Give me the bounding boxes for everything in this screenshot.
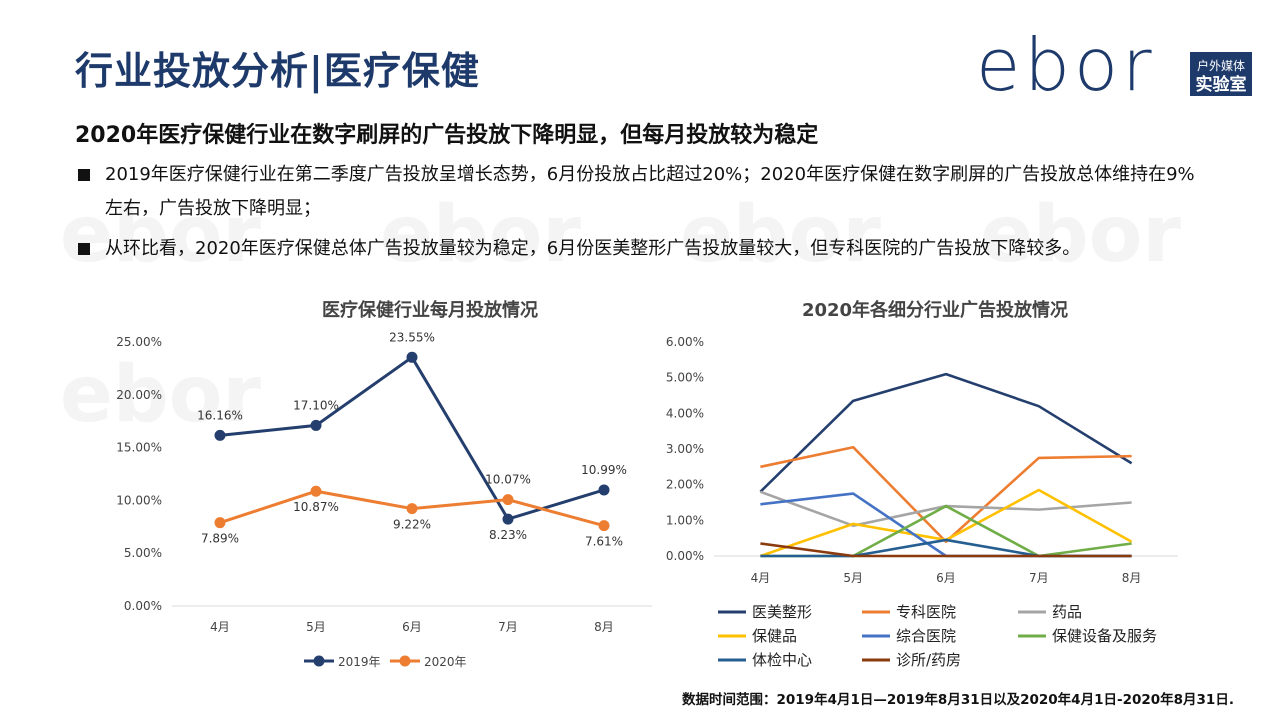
chart2-legend-label: 保健品 xyxy=(752,627,797,645)
chart2-series-line-专科医院 xyxy=(760,445,1132,544)
chart1-point-2019年 xyxy=(310,419,322,431)
chart1-data-label: 7.61% xyxy=(585,535,623,549)
bullet-list: 2019年医疗保健行业在第二季度广告投放呈增长态势，6月份投放占比超过20%；2… xyxy=(78,158,1208,272)
bullet-item-2: 从环比看，2020年医疗保健总体广告投放量较为稳定，6月份医美整形广告投放量较大… xyxy=(78,232,1208,266)
chart1-y-tick-label: 25.00% xyxy=(116,335,162,349)
watermark-ebor-3: ebor xyxy=(680,190,881,280)
bullet-text-2: 从环比看，2020年医疗保健总体广告投放量较为稳定，6月份医美整形广告投放量较大… xyxy=(105,238,1081,259)
chart2-series-line-药品 xyxy=(759,490,1132,527)
chart1-x-tick-label: 6月 xyxy=(402,620,422,634)
logo-wordmark: ebor xyxy=(976,30,1156,98)
chart2-x-tick-label: 6月 xyxy=(936,571,956,585)
chart1-point-2019年 xyxy=(502,513,514,525)
chart1-y-tick-label: 5.00% xyxy=(124,546,162,560)
chart1-x-tick-label: 5月 xyxy=(306,620,326,634)
chart2-legend-label: 药品 xyxy=(1052,603,1082,621)
chart1-series-line-2020年 xyxy=(219,489,605,528)
chart1-data-label: 23.55% xyxy=(389,330,435,344)
chart1-legend-label: 2020年 xyxy=(424,655,467,669)
chart1-point-2019年 xyxy=(406,351,418,363)
chart2-y-tick-label: 0.00% xyxy=(666,549,704,563)
watermark-ebor-4: ebor xyxy=(980,190,1181,280)
chart2-y-tick-label: 5.00% xyxy=(666,371,704,385)
chart2-legend-label: 体检中心 xyxy=(752,651,812,669)
chart2-legend-label: 医美整形 xyxy=(752,603,812,621)
chart1-data-label: 17.10% xyxy=(293,398,339,412)
bullet-item-1: 2019年医疗保健行业在第二季度广告投放呈增长态势，6月份投放占比超过20%；2… xyxy=(78,158,1208,226)
chart2-y-tick-label: 4.00% xyxy=(666,406,704,420)
chart1-x-tick-label: 8月 xyxy=(594,620,614,634)
chart1-x-tick-label: 4月 xyxy=(210,620,230,634)
chart2-y-tick-label: 2.00% xyxy=(666,478,704,492)
chart2-x-tick-label: 8月 xyxy=(1122,571,1142,585)
chart2-series-line-体检中心 xyxy=(760,538,1132,558)
chart1-data-label: 10.99% xyxy=(581,463,627,477)
watermark-ebor-1: ebor xyxy=(60,190,261,280)
chart2-y-tick-label: 3.00% xyxy=(666,442,704,456)
chart2-x-tick-label: 7月 xyxy=(1029,571,1049,585)
bullet-square-icon xyxy=(78,169,90,181)
chart1-x-tick-label: 7月 xyxy=(498,620,518,634)
chart1-y-tick-label: 10.00% xyxy=(116,493,162,507)
chart2-series-line-综合医院 xyxy=(760,492,1132,558)
bullet-text-1: 2019年医疗保健行业在第二季度广告投放呈增长态势，6月份投放占比超过20%；2… xyxy=(105,164,1195,219)
chart2-series-line-保健品 xyxy=(759,488,1133,558)
chart2-legend-label: 专科医院 xyxy=(896,603,956,621)
chart1-point-2020年 xyxy=(406,503,418,515)
watermark-ebor-5: ebor xyxy=(60,350,261,440)
bullet-square-icon xyxy=(78,243,90,255)
chart2-legend-label: 综合医院 xyxy=(896,627,956,645)
footer-date-range: 数据时间范围：2019年4月1日—2019年8月31日以及2020年4月1日-2… xyxy=(682,692,1234,708)
chart2-legend-label: 保健设备及服务 xyxy=(1052,627,1157,645)
chart1-data-label: 10.07% xyxy=(485,473,531,487)
chart1-data-label: 8.23% xyxy=(489,528,527,542)
chart2-y-tick-label: 6.00% xyxy=(666,335,704,349)
chart1-data-label: 9.22% xyxy=(393,518,431,532)
chart1-y-tick-label: 0.00% xyxy=(124,599,162,613)
chart1-legend-marker xyxy=(313,655,325,667)
chart1-data-label: 10.87% xyxy=(293,500,339,514)
chart1-point-2020年 xyxy=(598,520,610,532)
chart1-series-line-2019年 xyxy=(219,355,605,521)
chart1-point-2019年 xyxy=(598,484,610,496)
chart1-legend-label: 2019年 xyxy=(338,655,381,669)
ebor-logo: ebor 户外媒体 实验室 xyxy=(976,30,1252,98)
chart2-legend-label: 诊所/药房 xyxy=(896,651,961,669)
watermark-ebor-2: ebor xyxy=(380,190,581,280)
chart2-series-line-保健设备及服务 xyxy=(760,504,1132,558)
chart1-data-label: 7.89% xyxy=(201,532,239,546)
chart2-x-tick-label: 5月 xyxy=(843,571,863,585)
chart2-title: 2020年各细分行业广告投放情况 xyxy=(801,300,1069,321)
logo-line2: 实验室 xyxy=(1196,74,1247,95)
chart1-point-2020年 xyxy=(214,517,226,529)
chart1-point-2020年 xyxy=(310,485,322,497)
chart2-x-tick-label: 4月 xyxy=(751,571,771,585)
chart1-point-2020年 xyxy=(502,494,514,506)
logo-line1: 户外媒体 xyxy=(1197,58,1245,73)
chart2-y-tick-label: 1.00% xyxy=(666,513,704,527)
chart1-y-tick-label: 15.00% xyxy=(116,441,162,455)
chart1-legend-marker xyxy=(399,655,411,667)
chart2-series-line-诊所/药房 xyxy=(760,542,1132,558)
subtitle: 2020年医疗保健行业在数字刷屏的广告投放下降明显，但每月投放较为稳定 xyxy=(75,123,819,148)
chart1-title: 医疗保健行业每月投放情况 xyxy=(322,300,538,321)
logo-badge xyxy=(1190,52,1252,96)
chart2-series-line-医美整形 xyxy=(759,372,1133,493)
page-title: 行业投放分析|医疗保健 xyxy=(75,49,480,93)
